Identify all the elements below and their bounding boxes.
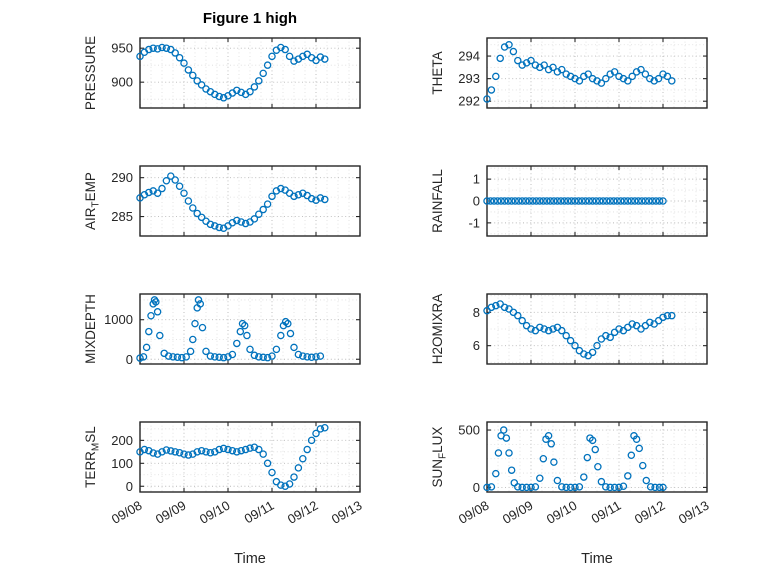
axes-box (486, 293, 708, 365)
x-tick-label: 09/09 (153, 498, 189, 527)
y-axis-label: MIXDEPTH (83, 294, 98, 364)
x-tick-label: 09/08 (109, 498, 145, 527)
x-tick-label: 09/09 (500, 498, 536, 527)
data-points (136, 296, 325, 362)
subplot-pressure: 900 950 PRESSURE (83, 36, 361, 110)
data-points (483, 300, 676, 360)
y-tick-label: 0 (126, 352, 133, 367)
y-tick-label: 1000 (104, 312, 133, 327)
x-tick-label: 09/11 (589, 498, 624, 527)
y-axis-label: TERRMSL (83, 426, 102, 488)
figure-title: Figure 1 high (202, 10, 298, 27)
x-axis-label-left: Time (234, 551, 266, 567)
y-tick-label: -1 (468, 215, 480, 230)
x-tick-label: 09/12 (632, 498, 668, 527)
axes-box (139, 293, 361, 365)
y-tick-label: 294 (458, 49, 480, 64)
subplot-air-temp: 285 290 AIRTEMP (83, 165, 361, 237)
y-tick-label: 500 (458, 423, 480, 438)
y-axis-label: SUNFLUX (430, 427, 449, 488)
data-points (483, 197, 667, 205)
y-axis-label: PRESSURE (83, 36, 98, 110)
subplot-terr-msl: 0 100 200 TERRMSL 09/08 09/09 09/10 09/11 09/12 0… (83, 421, 365, 527)
y-tick-label: 8 (473, 305, 480, 320)
y-tick-label: 100 (111, 456, 133, 471)
data-points (136, 172, 329, 232)
y-tick-label: 285 (111, 209, 133, 224)
x-tick-label: 09/10 (197, 498, 233, 527)
y-tick-label: 0 (473, 194, 480, 209)
x-tick-label: 09/13 (329, 498, 365, 527)
y-axis-label: RAINFALL (430, 169, 445, 233)
y-tick-label: 200 (111, 433, 133, 448)
y-tick-label: 950 (111, 41, 133, 56)
axes-box (139, 37, 361, 109)
data-points (483, 426, 667, 492)
y-tick-label: 0 (473, 480, 480, 495)
axes-box (139, 421, 361, 493)
y-tick-label: 292 (458, 94, 480, 109)
y-axis-label: THETA (430, 51, 445, 94)
subplot-sun-flux: 0 500 SUNFLUX 09/08 09/09 09/10 09/11 09/12 09/1… (430, 421, 712, 527)
subplot-theta: 292 293 294 THETA (430, 37, 708, 109)
x-tick-label: 09/08 (456, 498, 492, 527)
subplot-h2omixra: 6 8 H2OMIXRA (430, 293, 708, 365)
data-points (483, 41, 676, 103)
x-tick-label: 09/12 (285, 498, 321, 527)
data-points (136, 423, 329, 491)
x-tick-label: 09/13 (676, 498, 712, 527)
x-tick-label: 09/11 (242, 498, 277, 527)
y-tick-label: 900 (111, 75, 133, 90)
axes-box (486, 421, 708, 493)
subplot-mixdepth: 0 1000 MIXDEPTH (83, 293, 361, 367)
x-axis-label-right: Time (581, 551, 613, 567)
x-tick-label: 09/10 (544, 498, 580, 527)
axes-box (486, 37, 708, 109)
y-tick-label: 293 (458, 71, 480, 86)
y-axis-label: H2OMIXRA (430, 294, 445, 365)
y-axis-label: AIRTEMP (83, 172, 102, 230)
subplot-rainfall: -1 0 1 RAINFALL (430, 165, 708, 237)
y-tick-label: 0 (126, 479, 133, 494)
data-points (136, 43, 329, 102)
y-tick-label: 1 (473, 172, 480, 187)
y-tick-label: 6 (473, 338, 480, 353)
y-tick-label: 290 (111, 170, 133, 185)
